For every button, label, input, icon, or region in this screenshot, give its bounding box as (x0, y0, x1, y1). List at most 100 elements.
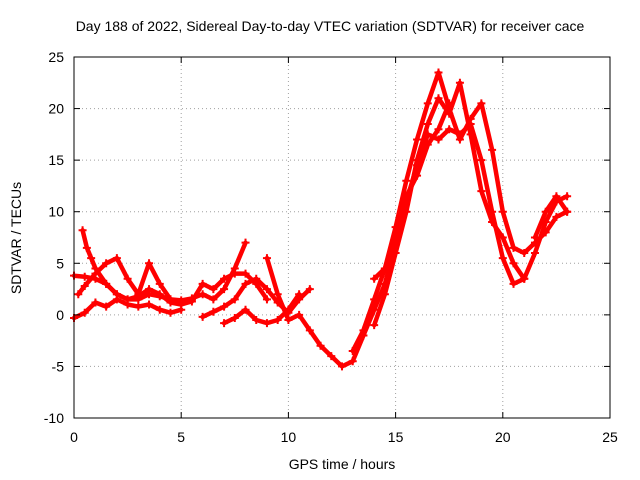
data-point (509, 259, 518, 268)
x-axis-label: GPS time / hours (288, 456, 396, 472)
data-point (209, 295, 218, 304)
data-point (370, 274, 379, 283)
data-point (541, 207, 550, 216)
data-point (295, 290, 304, 299)
data-point (477, 187, 486, 196)
series-trace (532, 193, 570, 240)
chart-title: Day 188 of 2022, Sidereal Day-to-day VTE… (75, 18, 585, 34)
data-point (477, 99, 486, 108)
y-tick-label: 25 (48, 49, 64, 65)
data-point (91, 298, 100, 307)
data-point (80, 281, 89, 290)
data-point (209, 285, 218, 294)
data-point (380, 290, 389, 299)
data-point (563, 207, 572, 216)
data-point (338, 362, 346, 371)
data-point (209, 307, 218, 316)
data-point (241, 305, 250, 314)
data-point (413, 156, 422, 165)
data-point (155, 305, 164, 314)
data-point (402, 192, 411, 201)
data-point (327, 352, 336, 361)
data-point (348, 357, 357, 366)
data-point (423, 99, 432, 108)
data-point (413, 171, 422, 180)
grid (74, 57, 610, 418)
data-point (391, 233, 400, 242)
y-tick-label: 15 (48, 152, 64, 168)
series-sat-i (370, 78, 529, 330)
data-point (102, 259, 111, 268)
data-point (552, 212, 561, 221)
data-point (74, 290, 83, 299)
plot-border (73, 56, 611, 419)
data-point (273, 290, 282, 299)
data-point (552, 192, 561, 201)
data-point (241, 279, 250, 288)
data-point (198, 312, 207, 321)
data-point (241, 238, 250, 247)
data-point (177, 298, 186, 307)
data-point (230, 295, 239, 304)
series-sat-d (74, 254, 196, 307)
data-point (563, 192, 572, 201)
data-point (305, 285, 314, 294)
data-point (252, 316, 261, 325)
data-point (166, 295, 175, 304)
data-point (123, 274, 132, 283)
data-point (498, 233, 507, 242)
data-point (145, 285, 154, 294)
data-point (112, 295, 121, 304)
data-point (530, 233, 539, 242)
data-point (488, 145, 497, 154)
data-point (402, 176, 411, 185)
data-point (488, 218, 497, 227)
series-sat-b (78, 226, 271, 309)
data-point (273, 316, 282, 325)
x-tick-label: 25 (602, 429, 618, 445)
y-tick-label: 20 (48, 101, 64, 117)
data-point (423, 120, 432, 129)
y-tick-label: 5 (56, 255, 64, 271)
data-point (220, 319, 229, 328)
data-point (230, 313, 239, 322)
x-tick-label: 15 (388, 429, 404, 445)
data-point (241, 269, 250, 278)
data-point (520, 248, 529, 257)
data-point (541, 228, 550, 237)
data-point (455, 135, 464, 144)
data-point (102, 279, 111, 288)
series-sat-k (530, 192, 572, 242)
y-tick-label: 0 (56, 307, 64, 323)
data-point (391, 248, 400, 257)
x-tick-label: 10 (281, 429, 297, 445)
data-point (348, 346, 357, 355)
data-point (498, 254, 507, 263)
series-trace (371, 101, 452, 282)
series-sat-f (220, 290, 304, 328)
data-point (370, 295, 379, 304)
data-point (434, 125, 443, 134)
data-point (112, 254, 121, 263)
series-sat-j (370, 99, 454, 283)
data-point (509, 243, 518, 252)
data-point (262, 254, 271, 263)
data-point (155, 279, 164, 288)
data-point (220, 274, 229, 283)
data-point (316, 341, 325, 350)
data-point (198, 279, 207, 288)
x-tick-label: 5 (177, 429, 185, 445)
data-point (155, 290, 164, 299)
data-layer (70, 68, 572, 371)
data-point (145, 300, 154, 309)
data-point (166, 308, 175, 317)
data-point (498, 207, 507, 216)
x-tick-label: 0 (70, 429, 78, 445)
data-point (187, 295, 196, 304)
data-point (434, 68, 443, 77)
y-tick-label: -5 (52, 358, 65, 374)
data-point (252, 274, 261, 283)
data-point (102, 302, 111, 311)
data-point (134, 290, 143, 299)
data-point (477, 156, 486, 165)
